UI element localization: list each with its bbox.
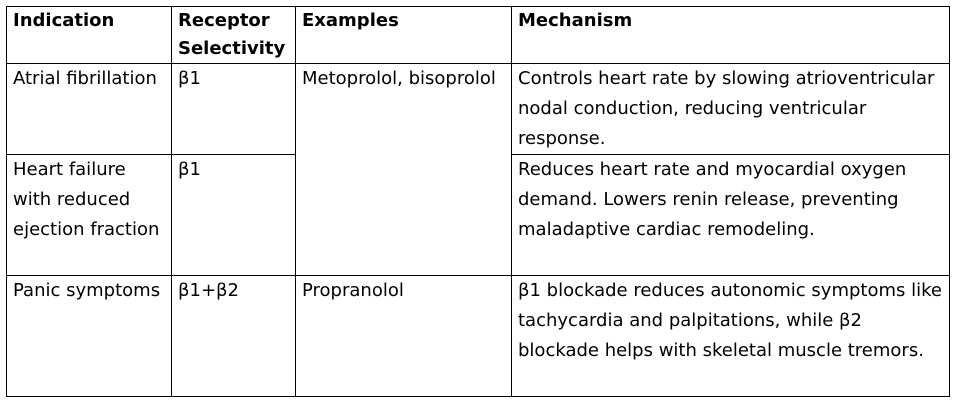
cell-examples: Propranolol [295, 275, 512, 397]
cell-indication: Panic symptoms [6, 275, 172, 397]
table-row: Atrial fibrillation β1 Metoprolol, bisop… [6, 63, 950, 276]
table-row: Heart failure with reduced ejection frac… [6, 154, 950, 276]
cell-indication: Heart failure with reduced ejection frac… [6, 154, 172, 276]
header-mechanism: Mechanism [511, 6, 950, 64]
cell-mechanism: β1 blockade reduces autonomic symptoms l… [511, 275, 950, 397]
cell-mechanism: Reduces heart rate and myocardial oxygen… [511, 154, 950, 276]
cell-selectivity: β1 [171, 63, 296, 155]
cell-selectivity: β1+β2 [171, 275, 296, 397]
table-row: Panic symptoms β1+β2 Propranolol β1 bloc… [6, 275, 950, 397]
beta-blocker-table: Indication Receptor Selectivity Examples… [6, 6, 950, 397]
header-receptor-selectivity: Receptor Selectivity [171, 6, 296, 64]
cell-indication: Atrial fibrillation [6, 63, 172, 155]
cell-selectivity: β1 [171, 154, 296, 276]
cell-examples: Metoprolol, bisoprolol [295, 63, 512, 276]
header-indication: Indication [6, 6, 172, 64]
header-examples: Examples [295, 6, 512, 64]
cell-mechanism: Controls heart rate by slowing atriovent… [511, 63, 950, 155]
table-header-row: Indication Receptor Selectivity Examples… [6, 6, 950, 64]
